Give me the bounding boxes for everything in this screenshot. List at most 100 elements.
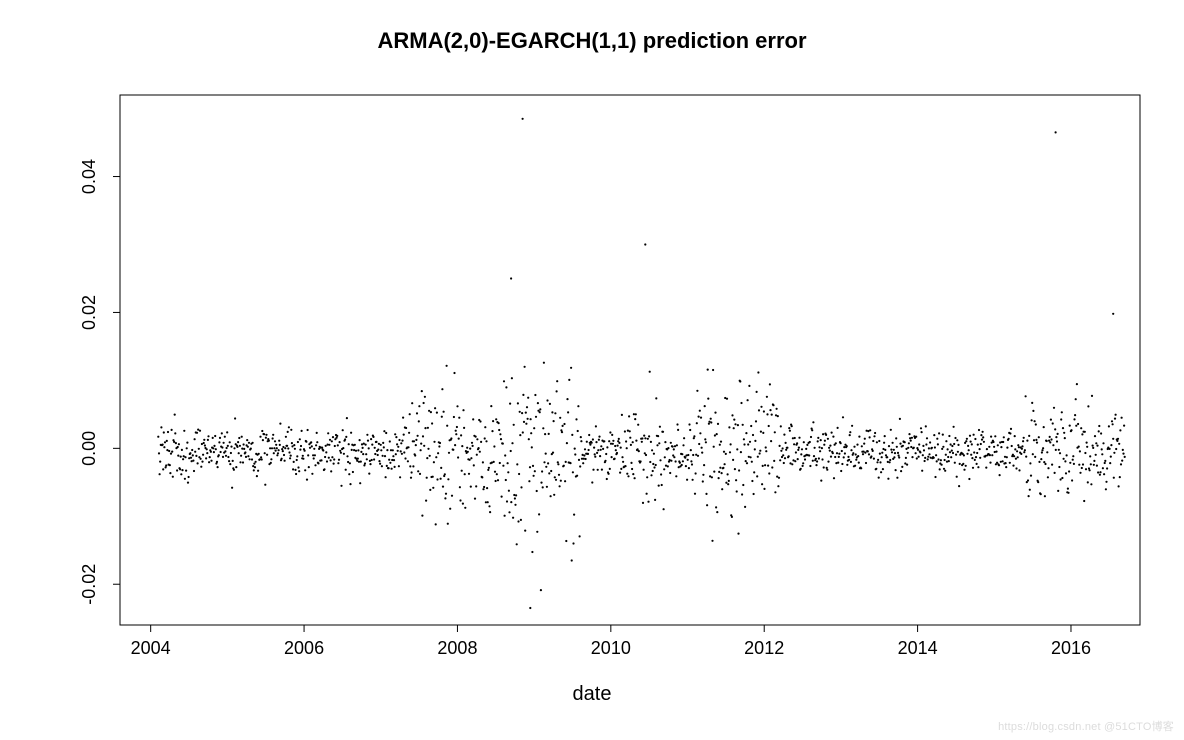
data-point: [658, 485, 660, 487]
data-point: [873, 458, 875, 460]
data-point: [834, 456, 836, 458]
data-point: [1096, 465, 1098, 467]
data-point: [299, 449, 301, 451]
data-point: [394, 433, 396, 435]
x-tick-label: 2008: [437, 638, 477, 658]
data-point: [169, 464, 171, 466]
y-tick-label: -0.02: [79, 564, 99, 605]
data-point: [896, 446, 898, 448]
data-point: [510, 450, 512, 452]
data-point: [890, 449, 892, 451]
data-point: [621, 414, 623, 416]
data-point: [893, 456, 895, 458]
data-point: [1003, 436, 1005, 438]
data-point: [379, 463, 381, 465]
data-point: [929, 441, 931, 443]
data-point: [733, 419, 735, 421]
data-point: [162, 468, 164, 470]
data-point: [882, 468, 884, 470]
data-point: [1065, 472, 1067, 474]
data-point: [708, 423, 710, 425]
data-point: [458, 438, 460, 440]
data-point: [718, 471, 720, 473]
data-point: [421, 515, 423, 517]
data-point: [385, 432, 387, 434]
data-point: [598, 439, 600, 441]
data-point: [1102, 442, 1104, 444]
data-point: [349, 483, 351, 485]
data-point: [258, 453, 260, 455]
data-point: [1029, 462, 1031, 464]
data-point: [1015, 458, 1017, 460]
data-point: [777, 415, 779, 417]
data-point: [299, 438, 301, 440]
data-point: [466, 447, 468, 449]
data-point: [422, 435, 424, 437]
data-point: [251, 458, 253, 460]
data-point: [1100, 432, 1102, 434]
data-point: [310, 441, 312, 443]
data-point: [1078, 464, 1080, 466]
data-point: [1113, 477, 1115, 479]
data-point: [546, 399, 548, 401]
data-point: [1081, 433, 1083, 435]
data-point: [281, 458, 283, 460]
data-point: [371, 459, 373, 461]
data-point: [505, 479, 507, 481]
data-point: [898, 454, 900, 456]
data-point: [192, 460, 194, 462]
data-point: [1014, 435, 1016, 437]
data-point: [645, 454, 647, 456]
data-point: [333, 463, 335, 465]
data-point: [291, 442, 293, 444]
data-point: [460, 434, 462, 436]
data-point: [469, 459, 471, 461]
data-point: [812, 460, 814, 462]
data-point: [532, 465, 534, 467]
data-point: [454, 444, 456, 446]
data-point: [794, 437, 796, 439]
data-point: [415, 444, 417, 446]
data-point: [241, 448, 243, 450]
data-point: [754, 440, 756, 442]
data-point: [721, 488, 723, 490]
data-point: [736, 448, 738, 450]
data-point: [1118, 443, 1120, 445]
data-point: [948, 460, 950, 462]
data-point: [786, 447, 788, 449]
data-point: [646, 476, 648, 478]
data-point: [833, 477, 835, 479]
data-point: [271, 447, 273, 449]
data-point: [743, 438, 745, 440]
data-point: [942, 446, 944, 448]
data-point: [470, 486, 472, 488]
data-point: [965, 465, 967, 467]
data-point: [974, 459, 976, 461]
data-point: [1041, 449, 1043, 451]
data-point: [366, 458, 368, 460]
data-point: [316, 432, 318, 434]
data-point: [951, 450, 953, 452]
data-point: [1103, 473, 1105, 475]
data-point: [547, 462, 549, 464]
data-point: [559, 485, 561, 487]
data-point: [762, 432, 764, 434]
data-point: [635, 413, 637, 415]
data-point: [981, 439, 983, 441]
data-point: [318, 448, 320, 450]
data-point: [957, 451, 959, 453]
data-point: [654, 499, 656, 501]
data-point: [300, 445, 302, 447]
data-point: [561, 431, 563, 433]
data-point: [506, 500, 508, 502]
data-point: [502, 465, 504, 467]
data-point: [733, 427, 735, 429]
data-point: [698, 443, 700, 445]
data-point: [662, 431, 664, 433]
data-point: [771, 414, 773, 416]
data-point: [383, 446, 385, 448]
data-point: [519, 411, 521, 413]
data-point: [427, 427, 429, 429]
data-point: [1077, 423, 1079, 425]
data-point: [919, 451, 921, 453]
